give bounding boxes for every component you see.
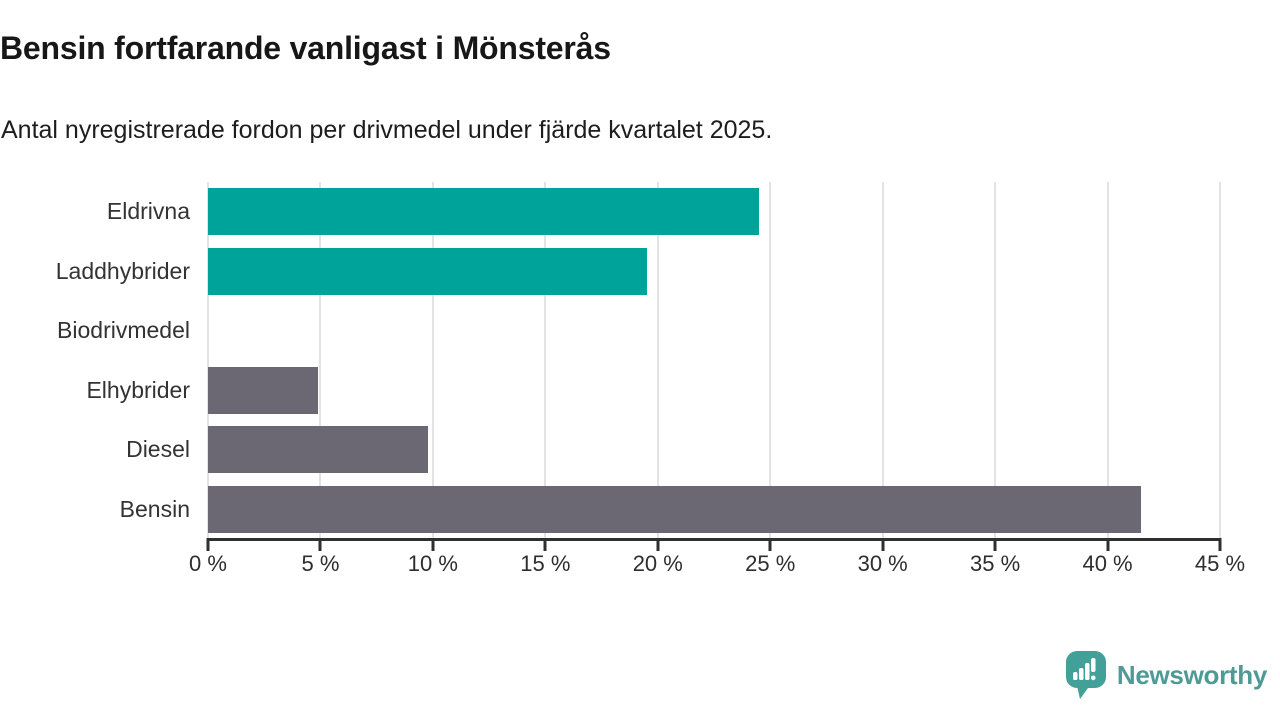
x-tick-label: 25 %	[745, 551, 796, 576]
x-tick-label: 10 %	[407, 551, 458, 576]
x-axis-tick-labels: 0 % 5 % 10 % 15 % 20 % 25 % 30 % 35 % 40 % 45 %	[189, 551, 1245, 581]
x-axis-tick	[768, 538, 772, 551]
bar-laddhybrider	[208, 247, 647, 295]
category-label: Diesel	[126, 436, 190, 463]
gridline	[769, 182, 772, 539]
gridline	[881, 182, 884, 539]
newsworthy-logo: Newsworthy	[1065, 650, 1267, 700]
newsworthy-logo-text: Newsworthy	[1116, 659, 1267, 690]
gridline	[1219, 182, 1221, 539]
category-label: Eldrivna	[106, 198, 190, 225]
gridline	[656, 182, 659, 539]
x-axis-tick	[656, 538, 660, 551]
bar-diesel	[208, 426, 429, 474]
category-label: Bensin	[119, 495, 190, 522]
chart-subtitle: Antal nyregistrerade fordon per drivmede…	[1, 116, 773, 144]
bar-bensin	[208, 485, 1142, 533]
category-label: Laddhybrider	[55, 257, 190, 284]
x-tick-label: 15 %	[520, 551, 571, 576]
x-axis-tick	[1218, 538, 1222, 551]
x-axis-tick	[318, 538, 322, 551]
category-label: Elhybrider	[86, 376, 190, 403]
gridline	[544, 182, 547, 539]
x-tick-label: 20 %	[632, 551, 683, 576]
gridline	[207, 182, 209, 539]
gridline	[994, 182, 997, 539]
category-label: Biodrivmedel	[57, 317, 190, 344]
gridline	[1106, 182, 1109, 539]
x-tick-label: 30 %	[857, 551, 908, 576]
x-axis-tick	[206, 538, 210, 551]
x-tick-label: 5 %	[301, 551, 340, 576]
x-tick-label: 40 %	[1082, 551, 1133, 576]
chart-title: Bensin fortfarande vanligast i Mönsterås	[0, 30, 611, 66]
x-axis-tick	[1106, 538, 1110, 551]
plot-area	[207, 182, 1221, 539]
x-axis-tick	[881, 538, 885, 551]
x-axis-line	[207, 538, 1221, 541]
category-labels: Eldrivna Laddhybrider Biodrivmedel Elhybrid…	[0, 182, 190, 539]
x-axis-tick	[993, 538, 997, 551]
x-axis	[206, 538, 1222, 551]
x-tick-label: 35 %	[970, 551, 1021, 576]
x-axis-tick	[543, 538, 547, 551]
gridline	[319, 182, 322, 539]
x-tick-label: 0 %	[189, 551, 227, 576]
bar-elhybrider	[208, 366, 319, 414]
gridline	[431, 182, 434, 539]
x-axis-tick	[431, 538, 435, 551]
bar-eldrivna	[208, 188, 759, 236]
newsworthy-logo-icon	[1065, 651, 1106, 699]
x-tick-label: 45 %	[1194, 551, 1246, 576]
